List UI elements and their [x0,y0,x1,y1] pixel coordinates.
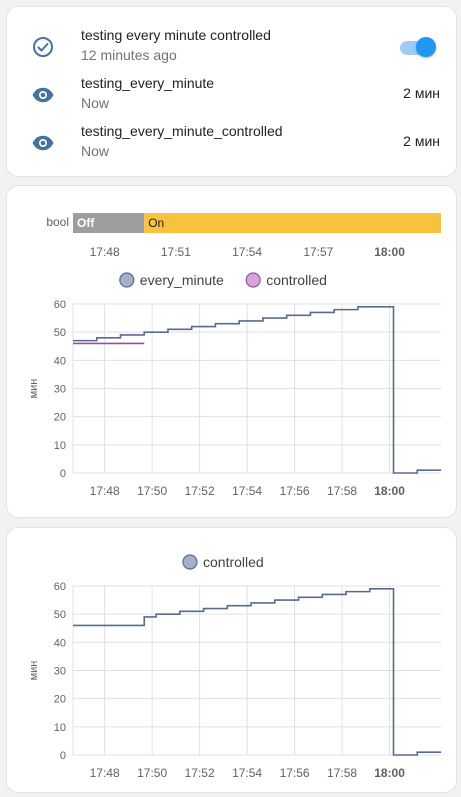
entity-state-value: 2 мин [403,85,440,101]
x-tick-label: 17:56 [280,484,310,498]
entity-name: testing every minute controlled [81,27,271,43]
y-tick-label: 40 [54,637,66,649]
x-tick-label: 17:54 [232,766,262,780]
timeline-row-label: bool [46,215,69,229]
timeline-tick-label: 17:51 [161,245,191,259]
y-axis-label: мин [28,379,40,399]
legend-swatch[interactable] [182,554,198,570]
timeline-tick-label: 18:00 [374,245,405,259]
entity-row-controlled-switch[interactable]: testing every minute controlled 12 minut… [7,25,456,69]
timeline-segment-label: On [148,216,164,230]
x-tick-label: 17:48 [90,766,120,780]
y-tick-label: 30 [54,384,66,396]
y-tick-label: 40 [54,355,66,367]
x-tick-label: 17:52 [185,484,215,498]
line-chart-2: controlled 0 10 20 30 40 50 60 17:48 17:50 17:52 17… [28,554,441,780]
entity-name: testing_every_minute_controlled [81,123,283,139]
y-tick-label: 10 [54,440,66,452]
check-circle-outline-icon [33,37,53,57]
series-line-every-minute[interactable] [73,306,441,474]
eye-icon [32,87,54,103]
x-tick-label: 17:58 [327,484,357,498]
entities-card: testing every minute controlled 12 minut… [6,6,457,177]
y-tick-label: 60 [54,299,66,311]
y-tick-label: 20 [54,694,66,706]
entity-toggle[interactable] [398,33,436,61]
entity-last-changed: 12 minutes ago [81,47,177,63]
entity-last-changed: Now [81,95,110,111]
timeline-segment-on[interactable] [144,213,441,233]
entity-last-changed: Now [81,143,110,159]
timeline-segment-label: Off [77,216,95,230]
toggle-knob [416,37,436,57]
entity-row-every-minute-controlled[interactable]: testing_every_minute_controlled Now 2 ми… [7,121,456,165]
y-tick-label: 30 [54,666,66,678]
x-tick-label: 17:54 [232,484,262,498]
timeline-tick-label: 17:57 [303,245,333,259]
y-tick-label: 0 [60,750,66,762]
legend-swatch[interactable] [245,272,261,288]
timeline-tick-label: 17:54 [232,245,262,259]
y-tick-label: 0 [60,468,66,480]
x-tick-label: 17:50 [137,766,167,780]
legend-label[interactable]: controlled [266,272,327,288]
line-chart-1: every_minute controlled 0 10 20 30 40 50 60 17:48… [28,272,441,498]
legend-label[interactable]: controlled [203,554,264,570]
entity-name: testing_every_minute [81,75,215,91]
y-tick-label: 10 [54,722,66,734]
x-tick-label: 17:58 [327,766,357,780]
series-line-controlled[interactable] [73,588,441,756]
eye-icon [32,135,54,151]
x-tick-label: 17:52 [185,766,215,780]
x-tick-label: 18:00 [374,484,405,498]
x-tick-label: 17:48 [90,484,120,498]
timeline-chart: bool Off On 17:48 17:51 17:54 17:57 18:00 [46,213,441,259]
timeline-segment-off[interactable] [73,213,145,233]
y-tick-label: 20 [54,412,66,424]
x-tick-label: 18:00 [374,766,405,780]
x-tick-label: 17:56 [280,766,310,780]
history-card: bool Off On 17:48 17:51 17:54 17:57 18:00 every… [6,185,457,518]
y-tick-label: 50 [54,609,66,621]
history-card-controlled: controlled 0 10 20 30 40 50 60 17:48 17:50 17:52 17… [6,527,457,793]
entity-state-value: 2 мин [403,133,440,149]
y-tick-label: 60 [54,581,66,593]
entity-row-every-minute[interactable]: testing_every_minute Now 2 мин [7,73,456,117]
y-tick-label: 50 [54,327,66,339]
y-axis-label: мин [28,661,40,681]
x-tick-label: 17:50 [137,484,167,498]
timeline-tick-label: 17:48 [90,245,120,259]
legend-label[interactable]: every_minute [140,272,224,288]
legend-swatch[interactable] [119,272,135,288]
